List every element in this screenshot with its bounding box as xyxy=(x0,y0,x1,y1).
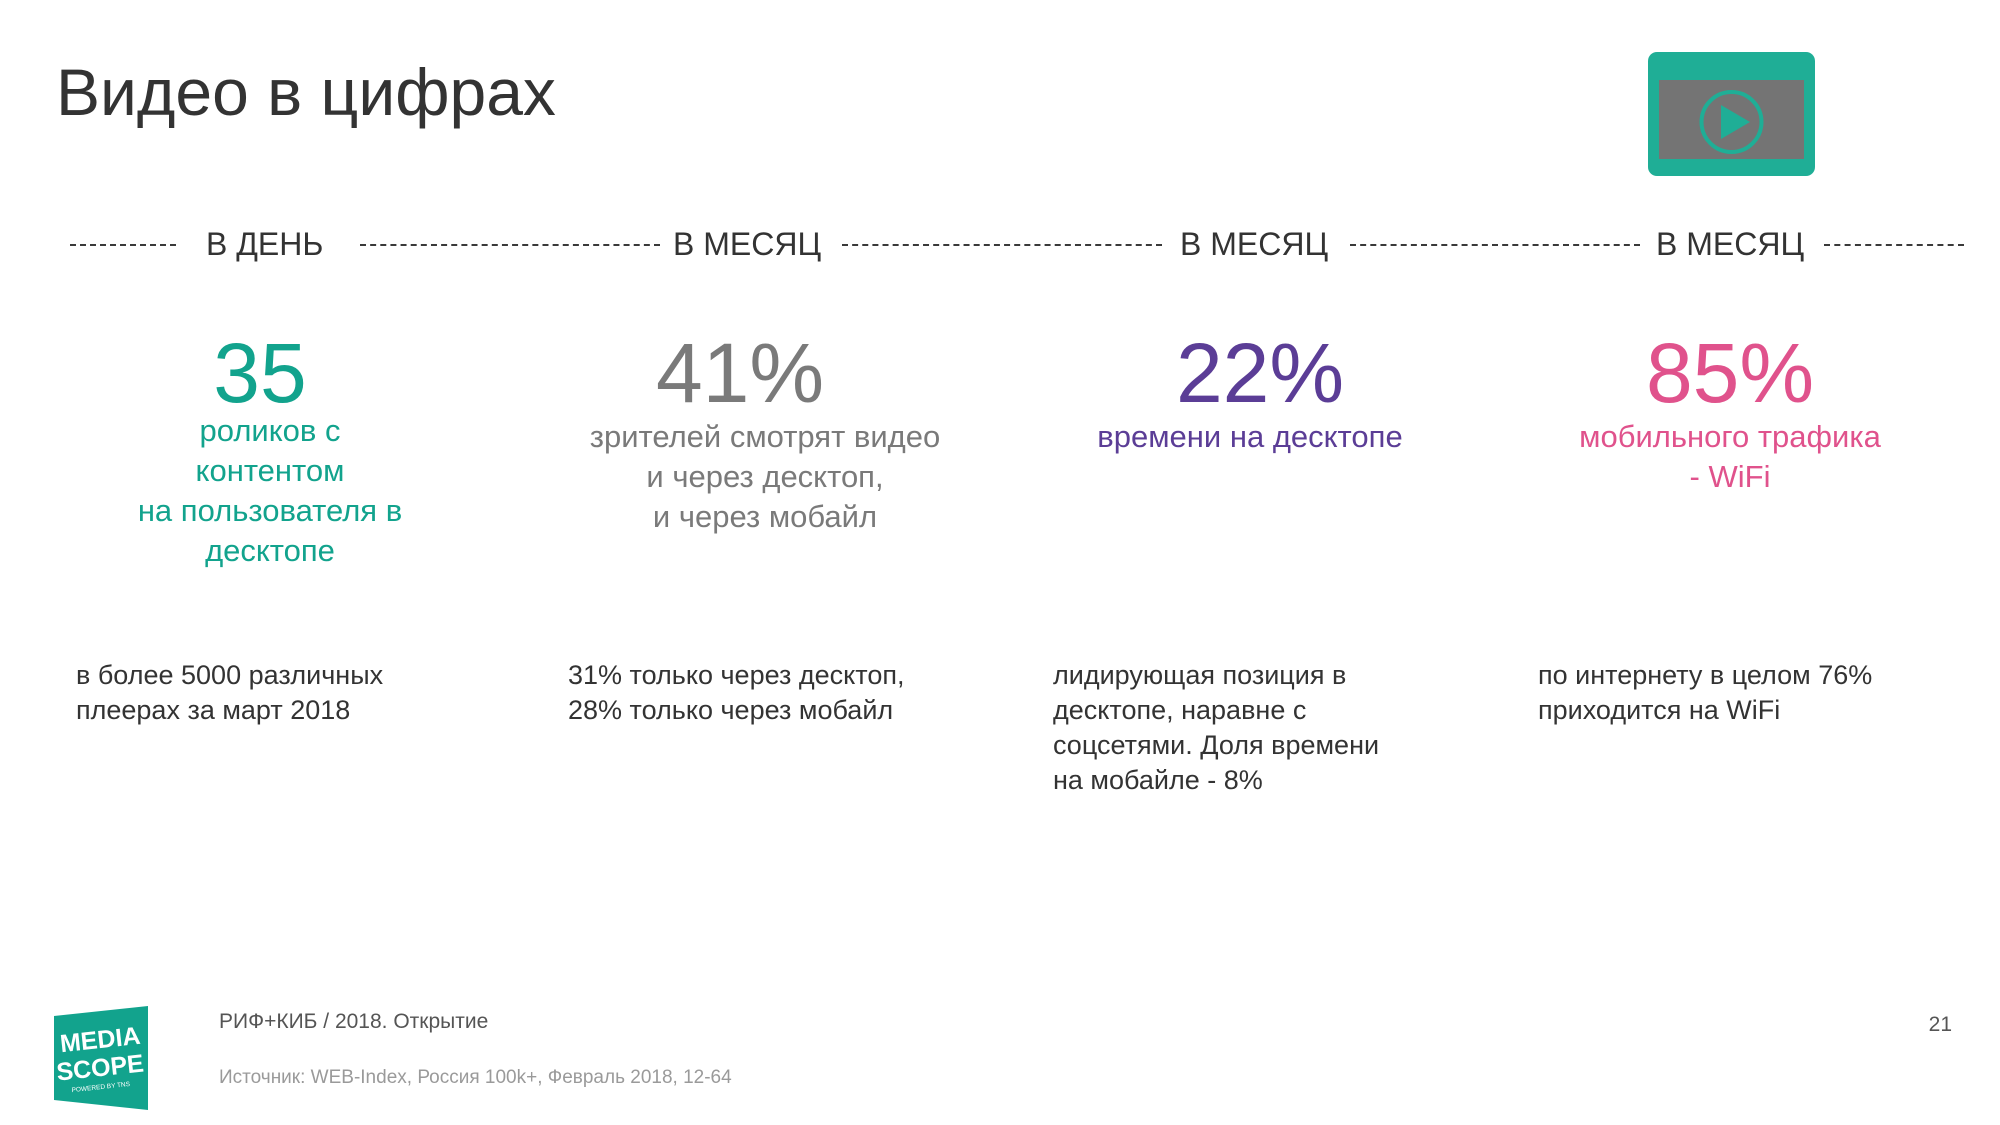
stat-caption-2-line-3: и через мобайл xyxy=(652,499,878,534)
period-label-3: В МЕСЯЦ xyxy=(1180,226,1329,262)
stat-note-3-line-1: лидирующая позиция в xyxy=(1053,660,1347,690)
stat-note-3-line-2: десктопе, наравне с xyxy=(1053,695,1307,725)
stat-caption-2-line-1: зрителей смотрят видео xyxy=(589,419,941,454)
divider-dash-4 xyxy=(1350,244,1640,246)
period-label-4: В МЕСЯЦ xyxy=(1656,226,1805,262)
stat-note-1-line-2: плеерах за март 2018 xyxy=(76,695,351,725)
divider-dash-1 xyxy=(70,244,176,246)
stat-note-1-line-1: в более 5000 различных xyxy=(76,660,384,690)
stat-note-4-line-1: по интернету в целом 76% xyxy=(1538,660,1873,690)
divider-dash-2 xyxy=(360,244,660,246)
period-label-2: В МЕСЯЦ xyxy=(673,226,822,262)
slide-title: Видео в цифрах xyxy=(56,55,556,129)
stat-value-2: 41% xyxy=(655,326,825,420)
stat-note-1: в более 5000 различных плеерах за март 2… xyxy=(76,658,456,728)
stat-value-1: 35 xyxy=(213,326,307,420)
stat-caption-1-line-1: роликов с xyxy=(199,413,341,448)
stat-caption-3: времени на десктопе xyxy=(1050,417,1450,457)
stat-value-3: 22% xyxy=(1175,326,1345,420)
divider-dash-5 xyxy=(1824,244,1964,246)
play-video-icon xyxy=(1648,52,1815,176)
stat-caption-2-line-2: и через десктоп, xyxy=(646,459,884,494)
stat-caption-1-line-4: десктопе xyxy=(205,533,335,568)
stat-caption-2: зрителей смотрят видео и через десктоп, … xyxy=(550,417,980,537)
stat-note-3: лидирующая позиция в десктопе, наравне с… xyxy=(1053,658,1453,798)
stat-caption-1-line-3: на пользователя в xyxy=(137,493,403,528)
footer-source: Источник: WEB-Index, Россия 100k+, Февра… xyxy=(219,1067,732,1088)
stat-note-2: 31% только через десктоп, 28% только чер… xyxy=(568,658,968,728)
divider-dash-3 xyxy=(842,244,1162,246)
stat-caption-1: роликов с контентом на пользователя в де… xyxy=(90,411,450,571)
stat-value-4: 85% xyxy=(1645,326,1815,420)
stat-caption-1-line-2: контентом xyxy=(195,453,345,488)
footer-event: РИФ+КИБ / 2018. Открытие xyxy=(219,1010,489,1033)
stat-caption-4-line-1: мобильного трафика xyxy=(1579,419,1881,454)
stat-note-2-line-2: 28% только через мобайл xyxy=(568,695,894,725)
stat-caption-4-line-2: - WiFi xyxy=(1689,459,1771,494)
stat-note-4-line-2: приходится на WiFi xyxy=(1538,695,1781,725)
stat-caption-3-line-1: времени на десктопе xyxy=(1097,419,1403,454)
page-number: 21 xyxy=(1928,1013,1952,1036)
stat-note-4: по интернету в целом 76% приходится на W… xyxy=(1538,658,1958,728)
stat-note-3-line-3: соцсетями. Доля времени xyxy=(1053,730,1380,760)
stat-note-3-line-4: на мобайле - 8% xyxy=(1053,765,1263,795)
stat-caption-4: мобильного трафика - WiFi xyxy=(1530,417,1930,497)
mediascope-logo: MEDIA SCOPE POWERED BY TNS xyxy=(54,1006,148,1110)
stat-note-2-line-1: 31% только через десктоп, xyxy=(568,660,905,690)
period-label-1: В ДЕНЬ xyxy=(206,226,324,262)
